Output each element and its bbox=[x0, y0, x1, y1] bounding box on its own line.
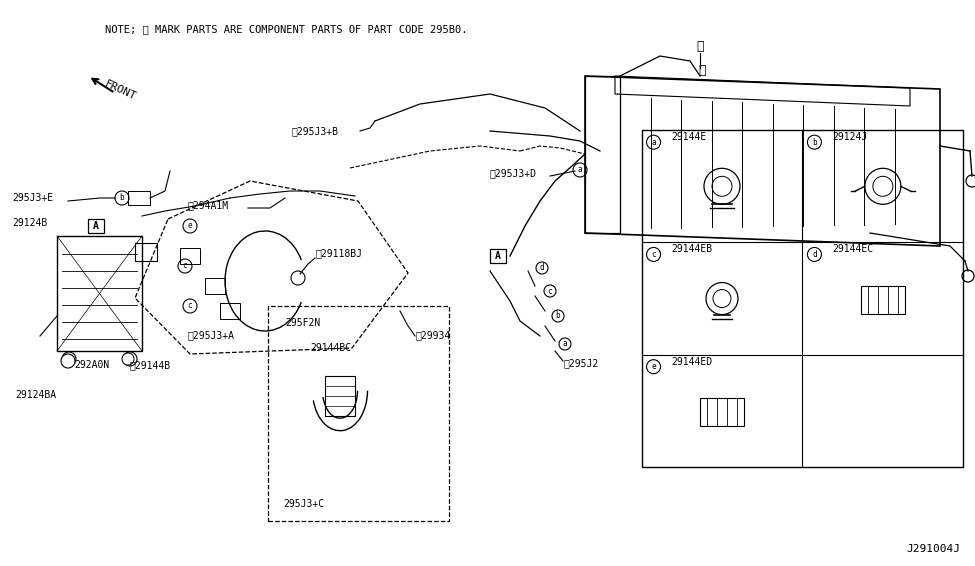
Text: a: a bbox=[563, 340, 567, 349]
Text: ※: ※ bbox=[696, 40, 704, 53]
Text: J291004J: J291004J bbox=[906, 544, 960, 554]
Text: c: c bbox=[187, 302, 192, 311]
Text: A: A bbox=[495, 251, 501, 261]
Text: NOTE; ※ MARK PARTS ARE COMPONENT PARTS OF PART CODE 295B0.: NOTE; ※ MARK PARTS ARE COMPONENT PARTS O… bbox=[105, 24, 467, 34]
Text: 29144ED: 29144ED bbox=[672, 357, 713, 367]
Text: a: a bbox=[651, 138, 656, 147]
Text: 29144EB: 29144EB bbox=[672, 245, 713, 255]
Text: 29124B: 29124B bbox=[12, 218, 47, 228]
Text: b: b bbox=[556, 311, 561, 320]
Text: ※295J2: ※295J2 bbox=[563, 358, 599, 368]
Text: e: e bbox=[651, 362, 656, 371]
Text: ※29934: ※29934 bbox=[415, 330, 450, 340]
Circle shape bbox=[62, 352, 76, 366]
Circle shape bbox=[122, 353, 134, 365]
Text: d: d bbox=[540, 264, 544, 272]
Text: a: a bbox=[577, 165, 582, 174]
Text: c: c bbox=[651, 250, 656, 259]
Text: 295F2N: 295F2N bbox=[285, 318, 320, 328]
Text: ※294A1M: ※294A1M bbox=[188, 200, 229, 210]
Text: 295J3+C: 295J3+C bbox=[283, 499, 324, 509]
Circle shape bbox=[123, 352, 137, 366]
Text: FRONT: FRONT bbox=[103, 78, 137, 102]
Text: ※29118BJ: ※29118BJ bbox=[315, 248, 362, 258]
Text: 295J3+E: 295J3+E bbox=[12, 193, 53, 203]
Text: d: d bbox=[812, 250, 817, 259]
Text: ※: ※ bbox=[698, 65, 706, 78]
Text: b: b bbox=[812, 138, 817, 147]
Text: c: c bbox=[182, 261, 187, 271]
Text: ※295J3+A: ※295J3+A bbox=[188, 330, 235, 340]
Text: 29124BA: 29124BA bbox=[15, 390, 57, 400]
Circle shape bbox=[962, 270, 974, 282]
Text: 29144EC: 29144EC bbox=[833, 245, 874, 255]
Circle shape bbox=[291, 271, 305, 285]
Text: c: c bbox=[548, 286, 552, 295]
Text: ※295J3+B: ※295J3+B bbox=[292, 126, 339, 136]
Circle shape bbox=[966, 175, 975, 187]
Text: A: A bbox=[93, 221, 98, 231]
Text: e: e bbox=[187, 221, 192, 230]
Text: ※295J3+D: ※295J3+D bbox=[490, 168, 537, 178]
Text: 292A0N: 292A0N bbox=[74, 360, 109, 370]
Text: b: b bbox=[120, 194, 125, 203]
Text: ※29144B: ※29144B bbox=[130, 360, 172, 370]
Text: 29144BC: 29144BC bbox=[310, 342, 351, 353]
Text: 29124J: 29124J bbox=[833, 132, 868, 142]
Text: 29144E: 29144E bbox=[672, 132, 707, 142]
Circle shape bbox=[61, 354, 75, 368]
